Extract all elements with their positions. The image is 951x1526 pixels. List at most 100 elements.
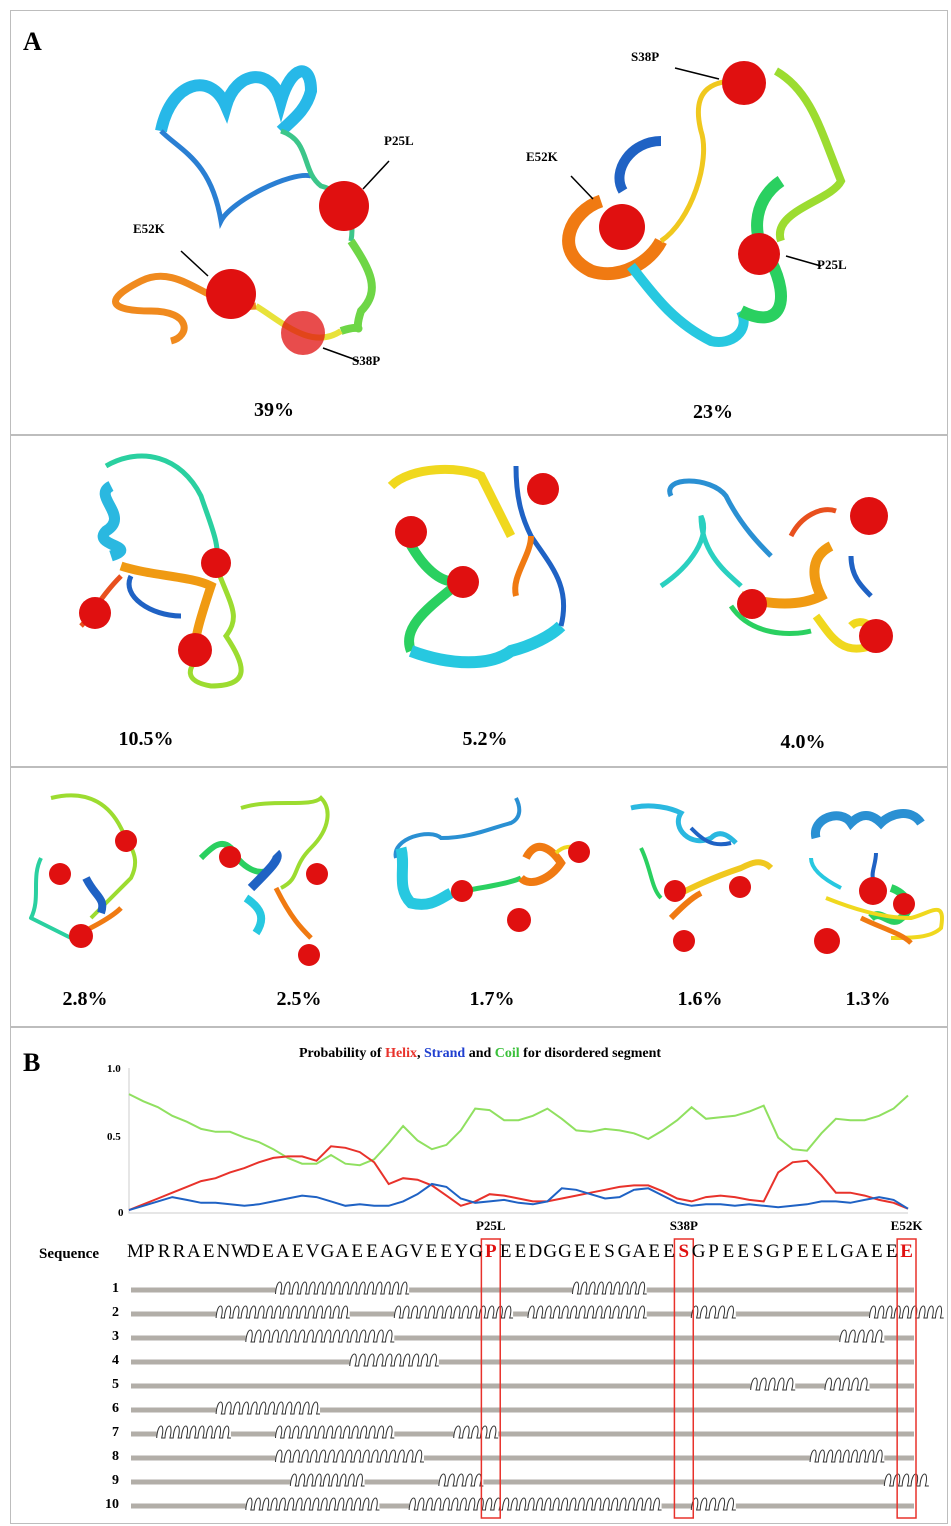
series-line-strand bbox=[128, 1182, 909, 1212]
row-number: 9 bbox=[112, 1473, 119, 1488]
percent-1-6: 1.6% bbox=[677, 988, 723, 1010]
mutation-label-s38p-39: S38P bbox=[352, 353, 381, 368]
sequence-residue: P bbox=[782, 1241, 794, 1262]
helix-coil bbox=[690, 1305, 736, 1319]
helix-gap bbox=[349, 1354, 439, 1368]
sequence-residue: E bbox=[574, 1241, 586, 1262]
mutation-highlight-box bbox=[673, 1238, 695, 1519]
row-number: 6 bbox=[112, 1401, 119, 1416]
sequence-residue: E bbox=[737, 1241, 750, 1262]
sequence-residue: G bbox=[691, 1241, 706, 1262]
middle-structures-image bbox=[79, 453, 893, 689]
helix-coil bbox=[215, 1305, 350, 1319]
helix-coil bbox=[690, 1497, 736, 1511]
series-line-helix bbox=[128, 1145, 909, 1212]
percent-1-7: 1.7% bbox=[469, 988, 515, 1010]
sequence-residue: G bbox=[766, 1241, 780, 1262]
mutation-label-p25l-23: P25L bbox=[817, 257, 847, 272]
sequence-residue: E bbox=[796, 1241, 809, 1262]
helix-coil bbox=[453, 1425, 499, 1439]
sequence-residue: M bbox=[127, 1241, 144, 1262]
probability-chart bbox=[128, 1068, 944, 1519]
percent-1-3: 1.3% bbox=[845, 988, 891, 1010]
mutation-label-e52k-23: E52K bbox=[526, 149, 558, 164]
panel-b: B Probability of Helix, Strand and Coil … bbox=[10, 1027, 948, 1524]
sequence-residue: E bbox=[202, 1241, 215, 1262]
sequence-residue: R bbox=[157, 1241, 171, 1262]
helix-coil bbox=[274, 1281, 410, 1295]
row-number: 2 bbox=[112, 1305, 119, 1320]
sequence-residue: P bbox=[708, 1241, 719, 1262]
sequence-residue: E bbox=[514, 1241, 527, 1262]
sequence-residue: G bbox=[394, 1241, 409, 1262]
sequence-residue: S bbox=[752, 1241, 764, 1262]
sequence-residue: G bbox=[840, 1241, 855, 1262]
bottom-structures-image bbox=[28, 793, 944, 966]
sequence-residue: A bbox=[632, 1241, 647, 1262]
sequence-residue: D bbox=[528, 1241, 543, 1262]
helix-gap bbox=[527, 1306, 647, 1320]
sequence-residue: E bbox=[885, 1241, 898, 1262]
sequence-residue: W bbox=[230, 1241, 249, 1262]
sequence-residue: V bbox=[305, 1241, 320, 1262]
sequence-residue: E bbox=[499, 1241, 512, 1262]
helix-coil bbox=[215, 1401, 321, 1415]
sequence-residue: G bbox=[469, 1241, 483, 1262]
structure-23-image bbox=[562, 61, 846, 347]
sequence-residue: R bbox=[172, 1241, 186, 1262]
helix-coil bbox=[809, 1449, 885, 1463]
sequence-residue: E bbox=[871, 1241, 883, 1262]
row-number: 10 bbox=[105, 1497, 119, 1512]
sequence-residue: Y bbox=[454, 1241, 468, 1262]
sequence-residue: E bbox=[811, 1241, 824, 1262]
sequence-residue: E bbox=[425, 1241, 438, 1262]
mutation-position-label: E52K bbox=[890, 1218, 923, 1233]
sequence-residue: A bbox=[276, 1241, 290, 1262]
percent-5-2: 5.2% bbox=[462, 728, 508, 750]
sequence-residue: P bbox=[484, 1241, 497, 1262]
percent-39: 39% bbox=[254, 399, 294, 421]
percent-10-5: 10.5% bbox=[118, 728, 174, 750]
sequence-residue: S bbox=[604, 1241, 615, 1262]
sequence-residue: E bbox=[663, 1241, 675, 1262]
helix-coil bbox=[245, 1497, 380, 1511]
chart-axes bbox=[128, 1068, 908, 1214]
helix-coil bbox=[839, 1329, 885, 1343]
helix-coil bbox=[868, 1305, 944, 1319]
helix-coil bbox=[750, 1377, 796, 1391]
helix-coil bbox=[349, 1353, 439, 1367]
sequence-residue: E bbox=[648, 1241, 660, 1262]
row-number: 8 bbox=[112, 1449, 119, 1464]
row-number: 7 bbox=[112, 1425, 119, 1440]
helix-coil bbox=[438, 1473, 484, 1487]
helix-coil bbox=[245, 1329, 395, 1343]
mutation-label-s38p-23: S38P bbox=[631, 49, 660, 64]
sequence-residue: G bbox=[320, 1241, 335, 1262]
helix-coil bbox=[571, 1281, 647, 1295]
helix-coil bbox=[408, 1497, 528, 1511]
helix-coil bbox=[274, 1425, 395, 1439]
ytick-0-5: 0.5 bbox=[107, 1131, 121, 1143]
percent-4-0: 4.0% bbox=[780, 731, 826, 753]
sequence-residue: L bbox=[826, 1241, 839, 1262]
title-helix: Helix bbox=[385, 1046, 417, 1061]
sequence-residue: E bbox=[588, 1241, 601, 1262]
helix-coil bbox=[156, 1425, 231, 1439]
sequence-residue: V bbox=[409, 1241, 424, 1262]
helix-coil bbox=[393, 1305, 514, 1319]
helix-gap bbox=[394, 1306, 514, 1320]
sequence-residue: E bbox=[291, 1241, 304, 1262]
sequence-residue: E bbox=[722, 1241, 735, 1262]
panel-label-a: A bbox=[23, 27, 42, 56]
sequence-residue: D bbox=[246, 1241, 261, 1262]
sequence-residue: E bbox=[366, 1241, 378, 1262]
ytick-0: 0 bbox=[118, 1207, 124, 1219]
helix-gap bbox=[275, 1426, 395, 1440]
panel-a-bottom: 2.8% 2.5% 1.7% 1.6% 1.3% bbox=[10, 767, 948, 1027]
sequence-label: Sequence bbox=[39, 1246, 99, 1262]
sequence-residue: G bbox=[543, 1241, 558, 1262]
helix-coil bbox=[883, 1473, 929, 1487]
mutation-label-e52k-39: E52K bbox=[133, 221, 165, 236]
mutation-highlight-box bbox=[480, 1238, 501, 1519]
panel-label-b: B bbox=[23, 1048, 41, 1077]
